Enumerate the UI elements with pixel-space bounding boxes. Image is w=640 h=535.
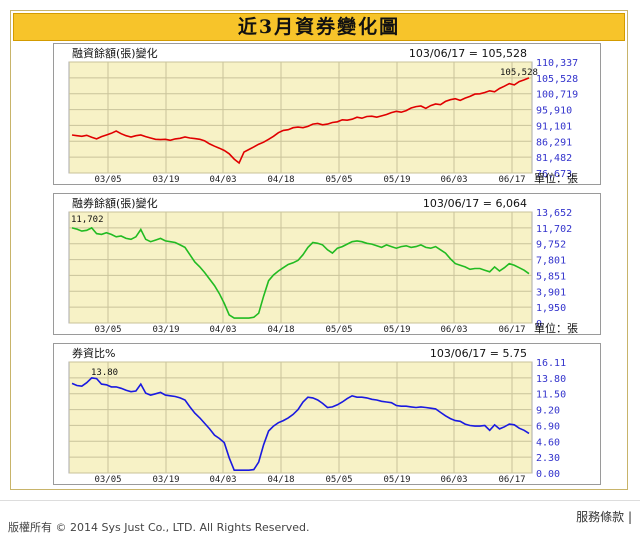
- peak-value-label: 105,528: [500, 68, 538, 78]
- copyright-text: 版權所有 © 2014 Sys Just Co., LTD. All Right…: [8, 521, 310, 534]
- y-tick-label: 95,910: [536, 106, 572, 117]
- x-tick-label: 05/05: [325, 175, 352, 184]
- plot-area: [68, 61, 533, 174]
- y-tick-label: 0.00: [536, 469, 560, 480]
- x-tick-label: 04/18: [267, 175, 294, 184]
- y-tick-label: 76,673: [536, 169, 572, 180]
- x-tick-label: 06/17: [498, 325, 525, 334]
- x-tick-label: 04/18: [267, 325, 294, 334]
- x-tick-label: 06/17: [498, 475, 525, 484]
- y-tick-label: 16.11: [536, 358, 566, 369]
- x-tick-label: 05/05: [325, 325, 352, 334]
- y-tick-label: 100,719: [536, 90, 578, 101]
- y-tick-label: 11,702: [536, 224, 572, 235]
- x-tick-label: 04/03: [209, 325, 236, 334]
- latest-value-info: 103/06/17 = 5.75: [430, 347, 527, 360]
- x-tick-label: 04/03: [209, 175, 236, 184]
- x-tick-label: 03/05: [94, 475, 121, 484]
- x-tick-label: 03/05: [94, 175, 121, 184]
- x-tick-label: 06/17: [498, 175, 525, 184]
- short-balance-chart: 13,652 11,702 9,752 7,801 5,851 3,901 1,950 0 03…: [68, 196, 578, 334]
- chart-frame: 近3月資券變化圖 110,337 105,528 100,719 95,910 91,1…: [10, 10, 628, 490]
- footer-divider: [0, 500, 640, 501]
- short-margin-ratio-panel: 16.11 13.80 11.50 9.20 6.90 4.60 2.30 0.00 03/05…: [53, 343, 601, 485]
- x-tick-label: 04/03: [209, 475, 236, 484]
- y-tick-label: 13,652: [536, 208, 572, 219]
- y-tick-label: 81,482: [536, 153, 572, 164]
- y-tick-label: 4.60: [536, 437, 560, 448]
- y-tick-label: 5,851: [536, 271, 566, 282]
- y-tick-label: 2.30: [536, 453, 560, 464]
- y-tick-label: 11.50: [536, 390, 566, 401]
- short-balance-panel: 13,652 11,702 9,752 7,801 5,851 3,901 1,950 0 03…: [53, 193, 601, 335]
- y-tick-label: 110,337: [536, 58, 578, 69]
- x-tick-label: 05/05: [325, 475, 352, 484]
- x-tick-label: 06/03: [440, 475, 467, 484]
- unit-label: 單位：張: [534, 321, 578, 334]
- series-line: [71, 226, 530, 319]
- financing-balance-chart: 110,337105,528100,71995,91091,10186,2918…: [68, 46, 578, 184]
- y-tick-label: 3,901: [536, 287, 566, 298]
- y-tick-label: 13.80: [536, 374, 566, 385]
- y-tick-label: 91,101: [536, 121, 572, 132]
- x-tick-label: 04/18: [267, 475, 294, 484]
- financing-balance-panel: 110,337 105,528 100,719 95,910 91,101 86,291 8…: [53, 43, 601, 185]
- chart-title: 融資餘額(張)變化: [72, 46, 158, 60]
- y-tick-label: 9.20: [536, 406, 560, 417]
- short-margin-ratio-chart: 16.11 13.80 11.50 9.20 6.90 4.60 2.30 0.00 03/05…: [68, 346, 566, 484]
- y-tick-label: 86,291: [536, 137, 572, 148]
- terms-link[interactable]: 服務條款 |: [576, 510, 632, 524]
- x-tick-label: 03/05: [94, 325, 121, 334]
- peak-value-label: 13.80: [91, 368, 118, 378]
- y-tick-label: 105,528: [536, 74, 578, 85]
- x-tick-label: 06/03: [440, 175, 467, 184]
- page-title: 近3月資券變化圖: [13, 13, 625, 41]
- series-line: [71, 377, 530, 471]
- y-tick-label: 0: [536, 319, 542, 330]
- x-tick-label: 06/03: [440, 325, 467, 334]
- peak-value-label: 11,702: [71, 215, 104, 225]
- unit-label: 單位：張: [534, 171, 578, 184]
- x-tick-label: 05/19: [383, 175, 410, 184]
- latest-value-info: 103/06/17 = 6,064: [423, 197, 527, 210]
- plot-area: [68, 361, 533, 474]
- x-tick-label: 03/19: [152, 175, 179, 184]
- x-tick-label: 05/19: [383, 475, 410, 484]
- x-tick-label: 03/19: [152, 475, 179, 484]
- chart-title: 融券餘額(張)變化: [72, 196, 158, 210]
- chart-title: 券資比%: [72, 346, 115, 360]
- x-tick-label: 03/19: [152, 325, 179, 334]
- plot-area: [68, 211, 533, 324]
- y-tick-label: 9,752: [536, 240, 566, 251]
- latest-value-info: 103/06/17 = 105,528: [409, 47, 527, 60]
- y-tick-label: 7,801: [536, 256, 566, 267]
- series-line: [71, 77, 530, 165]
- y-tick-label: 6.90: [536, 421, 560, 432]
- y-tick-label: 1,950: [536, 303, 566, 314]
- x-tick-label: 05/19: [383, 325, 410, 334]
